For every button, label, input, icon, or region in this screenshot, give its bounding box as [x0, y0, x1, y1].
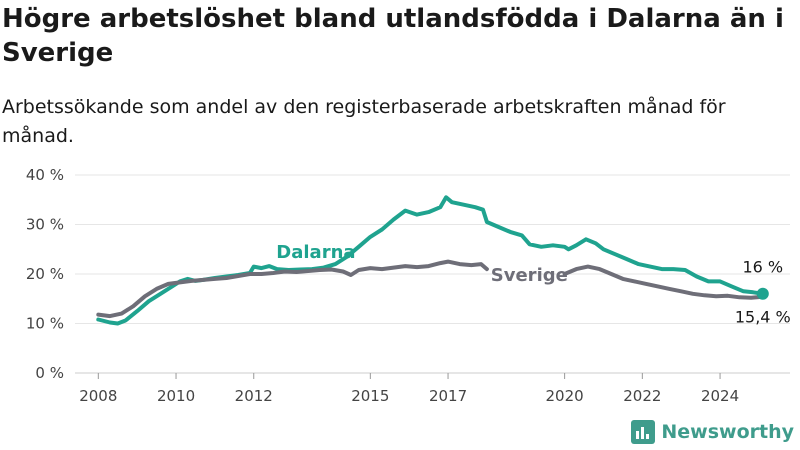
- series-line: [562, 264, 765, 300]
- end-point-dot: [756, 287, 769, 300]
- series-line: [96, 259, 489, 319]
- x-tick-label: 2008: [79, 387, 117, 405]
- chart-title: Högre arbetslöshet bland utlandsfödda i …: [2, 4, 784, 68]
- y-tick-label: 0 %: [35, 364, 64, 382]
- x-tick-label: 2022: [623, 387, 661, 405]
- x-tick-label: 2012: [235, 387, 273, 405]
- x-tick-label: 2024: [701, 387, 739, 405]
- series-label-sverige: Sverige: [491, 265, 568, 286]
- series-label-dalarna: Dalarna: [276, 242, 355, 263]
- x-tick-label: 2017: [429, 387, 467, 405]
- x-tick-label: 2010: [157, 387, 195, 405]
- y-tick-label: 10 %: [26, 315, 64, 333]
- series-line: [96, 195, 765, 326]
- y-tick-label: 20 %: [26, 265, 64, 283]
- y-tick-label: 40 %: [26, 166, 64, 184]
- brand-logo: Newsworthy: [631, 420, 794, 444]
- end-label-dalarna: 16 %: [742, 258, 783, 277]
- chart-subtitle: Arbetssökande som andel av den registerb…: [2, 96, 726, 147]
- end-label-sverige: 15,4 %: [735, 308, 791, 327]
- x-tick-label: 2015: [351, 387, 389, 405]
- brand-name: Newsworthy: [661, 421, 794, 443]
- y-tick-label: 30 %: [26, 216, 64, 234]
- x-tick-label: 2020: [546, 387, 584, 405]
- bar-chart-icon: [631, 420, 656, 444]
